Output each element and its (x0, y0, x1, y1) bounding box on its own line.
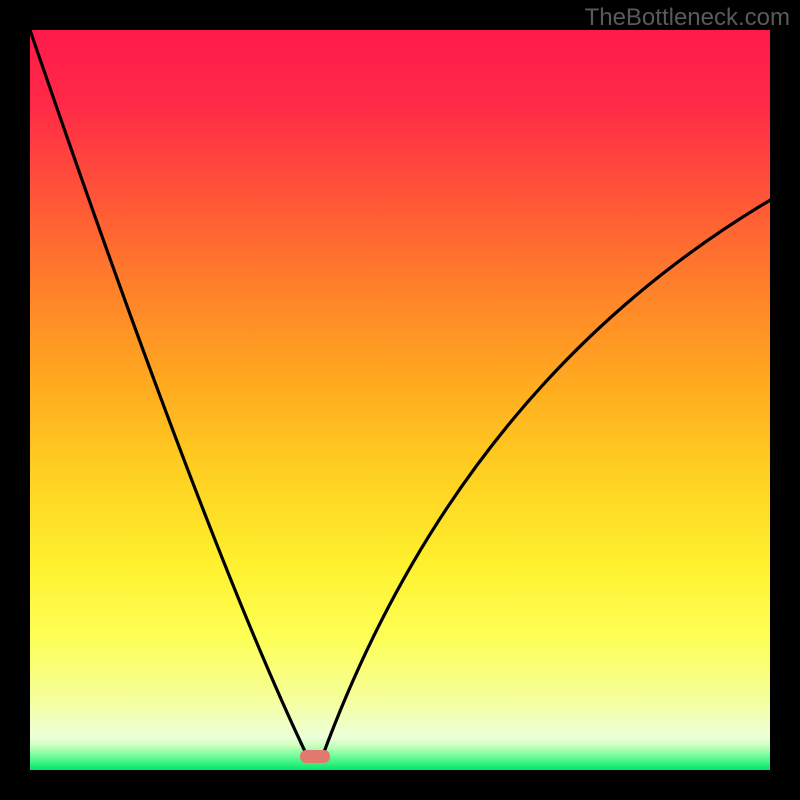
optimum-marker (300, 750, 330, 763)
chart-container: TheBottleneck.com (0, 0, 800, 800)
plot-area (30, 30, 770, 770)
bottleneck-curve (30, 30, 770, 770)
watermark-text: TheBottleneck.com (585, 4, 790, 32)
